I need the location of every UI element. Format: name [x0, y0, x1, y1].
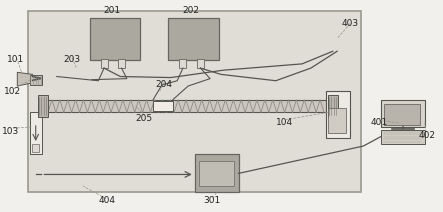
Bar: [328, 108, 346, 133]
Bar: [32, 144, 39, 152]
Bar: [39, 95, 48, 117]
Bar: [101, 59, 108, 68]
Text: 202: 202: [182, 6, 199, 15]
Bar: [199, 161, 234, 186]
Bar: [89, 18, 140, 60]
Text: 402: 402: [419, 131, 435, 140]
Text: 205: 205: [136, 114, 153, 123]
Text: 401: 401: [370, 118, 387, 127]
Text: 204: 204: [155, 80, 173, 89]
Bar: [197, 59, 204, 68]
Bar: [41, 100, 330, 112]
Text: 403: 403: [342, 19, 359, 28]
Text: 201: 201: [103, 6, 120, 15]
Text: 301: 301: [204, 196, 221, 205]
Bar: [28, 11, 361, 192]
Bar: [195, 154, 239, 192]
Bar: [168, 18, 219, 60]
Bar: [385, 104, 420, 125]
Bar: [381, 130, 425, 144]
Text: 104: 104: [276, 118, 293, 127]
Bar: [328, 95, 338, 117]
Text: 103: 103: [2, 127, 19, 136]
Bar: [326, 91, 350, 138]
Text: 203: 203: [63, 55, 81, 64]
Bar: [118, 59, 125, 68]
Bar: [381, 100, 425, 127]
Text: 101: 101: [7, 55, 24, 64]
Bar: [30, 75, 42, 85]
Text: 404: 404: [99, 196, 116, 205]
Text: 102: 102: [4, 87, 21, 96]
Bar: [153, 101, 173, 111]
Bar: [30, 112, 42, 154]
Polygon shape: [17, 72, 33, 86]
Bar: [179, 59, 187, 68]
